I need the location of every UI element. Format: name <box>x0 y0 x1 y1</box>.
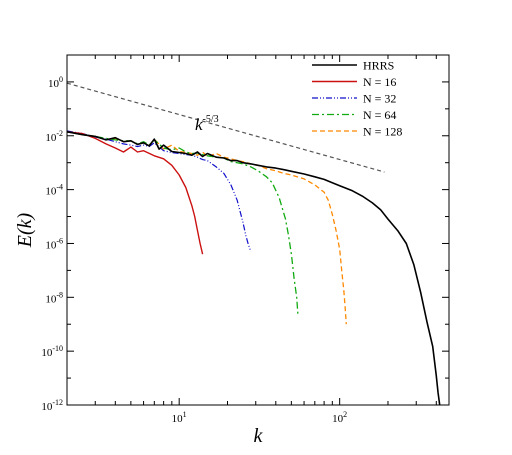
x-tick-label-base: 10 <box>332 413 344 425</box>
y-tick-label-exponent: -4 <box>56 183 63 192</box>
x-tick-label-base: 10 <box>172 413 184 425</box>
y-tick-label-exponent: -8 <box>56 290 63 299</box>
y-tick-label-base: 10 <box>48 78 60 90</box>
y-axis-label: E(k) <box>14 212 36 248</box>
series-line-1 <box>67 131 441 405</box>
y-tick-label-base: 10 <box>45 239 57 251</box>
y-tick-label-exponent: -10 <box>52 344 63 353</box>
x-axis-label: k <box>254 425 264 447</box>
reference-line-layer <box>66 82 385 173</box>
y-tick-label-exponent: -12 <box>52 398 63 407</box>
series-layer <box>67 130 441 405</box>
legend: HRRS N = 16 N = 32 N = 64 N = 128 <box>312 59 402 139</box>
x-tick-label: 101 <box>172 410 187 425</box>
y-tick-label-base: 10 <box>45 132 57 144</box>
y-tick-label: 10-12 <box>41 398 63 413</box>
annotation-exponent: -5/3 <box>203 114 219 125</box>
x-tick-label-exponent: 1 <box>183 410 187 419</box>
y-tick-label-base: 10 <box>41 401 53 413</box>
y-tick-label-base: 10 <box>45 186 57 198</box>
x-tick-label-exponent: 2 <box>343 410 347 419</box>
y-tick-label: 10-10 <box>41 344 63 359</box>
y-tick-label-exponent: -6 <box>56 236 63 245</box>
y-tick-label-base: 10 <box>41 347 53 359</box>
reference-slope-line <box>66 82 385 173</box>
annotation-base: k <box>195 115 203 134</box>
y-tick-label: 10-4 <box>45 183 63 198</box>
y-tick-label-exponent: 0 <box>59 75 63 84</box>
series-line-2 <box>67 131 204 255</box>
x-tick-label: 102 <box>332 410 347 425</box>
series-line-4 <box>67 130 299 317</box>
legend-label: HRRS <box>363 59 394 73</box>
y-tick-label-exponent: -2 <box>56 129 63 138</box>
legend-label: N = 32 <box>363 92 396 106</box>
y-tick-label: 10-2 <box>45 129 63 144</box>
series-line-3 <box>67 130 252 252</box>
y-tick-label-base: 10 <box>45 293 57 305</box>
series-line-5 <box>67 131 347 325</box>
plot-frame <box>66 54 450 406</box>
legend-label: N = 128 <box>363 125 402 139</box>
reference-slope-annotation: k-5/3 <box>195 114 219 134</box>
y-tick-label: 100 <box>48 75 63 90</box>
y-tick-label: 10-8 <box>45 290 63 305</box>
legend-label: N = 16 <box>363 75 396 89</box>
y-tick-label: 10-6 <box>45 236 63 251</box>
legend-label: N = 64 <box>363 108 396 122</box>
